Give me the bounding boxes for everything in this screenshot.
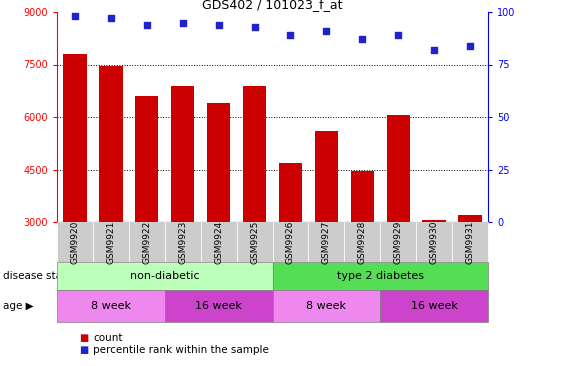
Text: ■: ■ — [79, 345, 88, 355]
Point — [142, 22, 151, 27]
Text: age ▶: age ▶ — [3, 301, 33, 311]
Point — [322, 28, 331, 34]
Text: ■: ■ — [79, 333, 88, 343]
Point — [466, 43, 475, 49]
Text: non-diabetic: non-diabetic — [130, 271, 199, 281]
Point — [214, 22, 223, 27]
Text: GSM9931: GSM9931 — [466, 220, 475, 264]
Bar — [387, 115, 410, 222]
Point — [250, 24, 259, 30]
Point — [106, 15, 115, 21]
Point — [430, 47, 439, 53]
Text: GSM9925: GSM9925 — [250, 220, 259, 264]
Point — [394, 32, 403, 38]
Text: GSM9924: GSM9924 — [214, 220, 223, 264]
Text: 16 week: 16 week — [410, 301, 458, 311]
Bar — [243, 86, 266, 222]
Text: type 2 diabetes: type 2 diabetes — [337, 271, 424, 281]
Point — [286, 32, 295, 38]
Point — [358, 36, 367, 42]
Text: GSM9923: GSM9923 — [178, 220, 187, 264]
Text: GSM9927: GSM9927 — [322, 220, 331, 264]
Text: GSM9920: GSM9920 — [70, 220, 79, 264]
Text: GSM9922: GSM9922 — [142, 220, 151, 264]
Bar — [135, 96, 158, 222]
Text: GSM9929: GSM9929 — [394, 220, 403, 264]
Bar — [279, 163, 302, 222]
Bar — [422, 220, 446, 222]
Text: 8 week: 8 week — [91, 301, 131, 311]
Text: GSM9928: GSM9928 — [358, 220, 367, 264]
Bar — [458, 215, 482, 222]
Bar — [351, 171, 374, 222]
Bar — [63, 54, 87, 222]
Bar — [207, 103, 230, 222]
Text: 8 week: 8 week — [306, 301, 346, 311]
Text: percentile rank within the sample: percentile rank within the sample — [93, 345, 269, 355]
Text: 16 week: 16 week — [195, 301, 242, 311]
Bar — [171, 86, 194, 222]
Text: GSM9930: GSM9930 — [430, 220, 439, 264]
Text: count: count — [93, 333, 122, 343]
Text: GSM9926: GSM9926 — [286, 220, 295, 264]
Point — [70, 13, 79, 19]
Bar — [99, 66, 123, 222]
Title: GDS402 / 101023_f_at: GDS402 / 101023_f_at — [202, 0, 343, 11]
Text: GSM9921: GSM9921 — [106, 220, 115, 264]
Bar — [315, 131, 338, 222]
Point — [178, 19, 187, 25]
Text: disease state ▶: disease state ▶ — [3, 271, 83, 281]
